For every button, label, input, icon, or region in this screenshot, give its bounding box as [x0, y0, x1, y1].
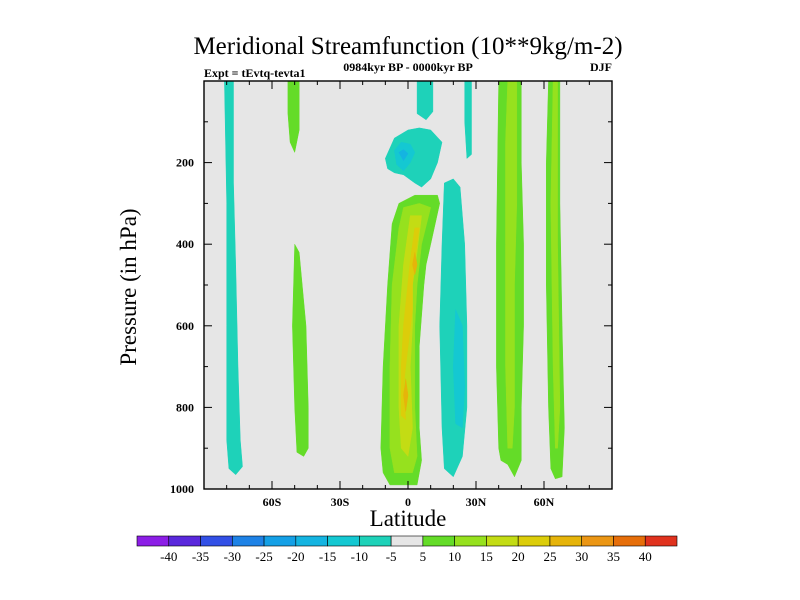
contour-sh-upper-cell: [287, 81, 300, 154]
colorbar-swatch: [327, 535, 360, 547]
contour-nh-top-narrow-cell: [464, 81, 472, 160]
season-label: DJF: [590, 60, 612, 74]
colorbar-label: 35: [607, 549, 620, 564]
colorbar-label: -25: [255, 549, 272, 564]
contour-nh-high-lat-cell-inner: [550, 81, 561, 449]
contour-nh-jet-cell-inner: [505, 81, 518, 449]
chart-title: Meridional Streamfunction (10**9kg/m-2): [193, 33, 622, 60]
colorbar-label: -20: [287, 549, 304, 564]
y-axis: 200 400 600 800 1000: [170, 121, 612, 496]
colorbar-label: 20: [512, 549, 525, 564]
y-tick-label: 400: [176, 237, 194, 251]
colorbar-swatch: [390, 535, 424, 547]
colorbar-label: 10: [448, 549, 461, 564]
contour-sh-high-lat-cell: [224, 81, 243, 476]
colorbar-label: 15: [480, 549, 493, 564]
y-axis-label: Pressure (in hPa): [116, 208, 141, 365]
time-range-subtitle: 0984kyr BP - 0000kyr BP: [343, 60, 473, 74]
plot-area: 60S 30S 0 30N 60N 200 400 600 800 1000: [170, 80, 613, 509]
colorbar-label: -10: [351, 549, 368, 564]
colorbar-swatch: [231, 535, 265, 547]
colorbar-label: 40: [639, 549, 652, 564]
colorbar-swatch: [200, 535, 233, 547]
colorbar: -40 -35 -30 -25 -20 -15 -10 -5 5 10 15 20 25 30 35 40: [136, 535, 678, 564]
y-tick-label: 600: [176, 319, 194, 333]
contour-fills: [224, 81, 565, 486]
x-tick-label: 30N: [466, 495, 487, 509]
colorbar-label: -35: [192, 549, 209, 564]
colorbar-label: -30: [224, 549, 241, 564]
contour-tropical-upper-cell-core: [398, 149, 409, 162]
colorbar-swatch: [168, 535, 201, 547]
x-tick-label: 60S: [263, 495, 282, 509]
colorbar-swatch: [136, 535, 170, 547]
colorbar-label: 25: [543, 549, 556, 564]
contour-nh-mid-lat-cell: [439, 178, 468, 478]
x-tick-label: 0: [405, 495, 411, 509]
contour-hadley-core-lower: [403, 378, 409, 412]
x-tick-label: 60N: [534, 495, 555, 509]
colorbar-label: 30: [575, 549, 588, 564]
colorbar-swatch: [549, 535, 583, 547]
colorbar-swatch: [613, 535, 646, 547]
y-tick-label: 200: [176, 156, 194, 170]
y-tick-label: 1000: [170, 482, 194, 496]
colorbar-label: -40: [160, 549, 177, 564]
colorbar-label: -15: [319, 549, 336, 564]
colorbar-swatch: [644, 535, 678, 547]
x-axis: 60S 30S 0 30N 60N: [226, 81, 590, 509]
colorbar-swatch: [486, 535, 519, 547]
x-tick-label: 30S: [331, 495, 350, 509]
colorbar-label: -5: [386, 549, 397, 564]
x-axis-label: Latitude: [370, 506, 447, 531]
contour-tropical-upper-cell-outer: [385, 127, 443, 188]
contour-hadley-core-upper: [412, 252, 418, 275]
contour-nh-mid-lat-cell-inner: [453, 309, 465, 429]
y-tick-label: 800: [176, 400, 194, 414]
colorbar-swatch: [454, 535, 487, 547]
experiment-label: Expt = tEvtq-tevta1: [204, 66, 306, 80]
colorbar-swatch: [263, 535, 297, 547]
colorbar-label: 5: [420, 549, 427, 564]
colorbar-swatch: [359, 535, 392, 547]
colorbar-swatch: [581, 535, 614, 547]
contour-sh-mid-lat-cell: [292, 243, 309, 457]
contour-equatorial-top-outline: [416, 81, 434, 121]
colorbar-swatch: [295, 535, 328, 547]
colorbar-swatch: [517, 535, 551, 547]
colorbar-swatch: [422, 535, 455, 547]
